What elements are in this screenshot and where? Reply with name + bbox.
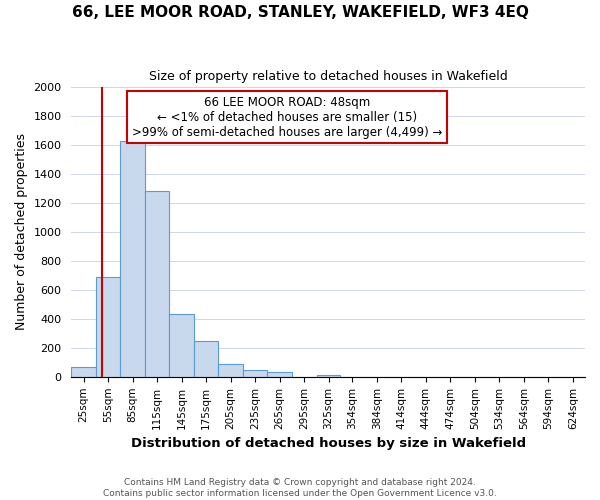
Title: Size of property relative to detached houses in Wakefield: Size of property relative to detached ho… <box>149 70 508 83</box>
Bar <box>145 192 169 377</box>
Bar <box>268 372 292 377</box>
Bar <box>121 142 145 377</box>
Bar <box>218 364 243 377</box>
Bar <box>96 277 121 377</box>
X-axis label: Distribution of detached houses by size in Wakefield: Distribution of detached houses by size … <box>131 437 526 450</box>
Text: 66, LEE MOOR ROAD, STANLEY, WAKEFIELD, WF3 4EQ: 66, LEE MOOR ROAD, STANLEY, WAKEFIELD, W… <box>71 5 529 20</box>
Bar <box>169 314 194 377</box>
Bar <box>317 374 340 377</box>
Y-axis label: Number of detached properties: Number of detached properties <box>15 134 28 330</box>
Bar <box>71 368 96 377</box>
Bar <box>243 370 268 377</box>
Text: Contains HM Land Registry data © Crown copyright and database right 2024.
Contai: Contains HM Land Registry data © Crown c… <box>103 478 497 498</box>
Bar <box>194 341 218 377</box>
Text: 66 LEE MOOR ROAD: 48sqm
← <1% of detached houses are smaller (15)
>99% of semi-d: 66 LEE MOOR ROAD: 48sqm ← <1% of detache… <box>132 96 442 138</box>
